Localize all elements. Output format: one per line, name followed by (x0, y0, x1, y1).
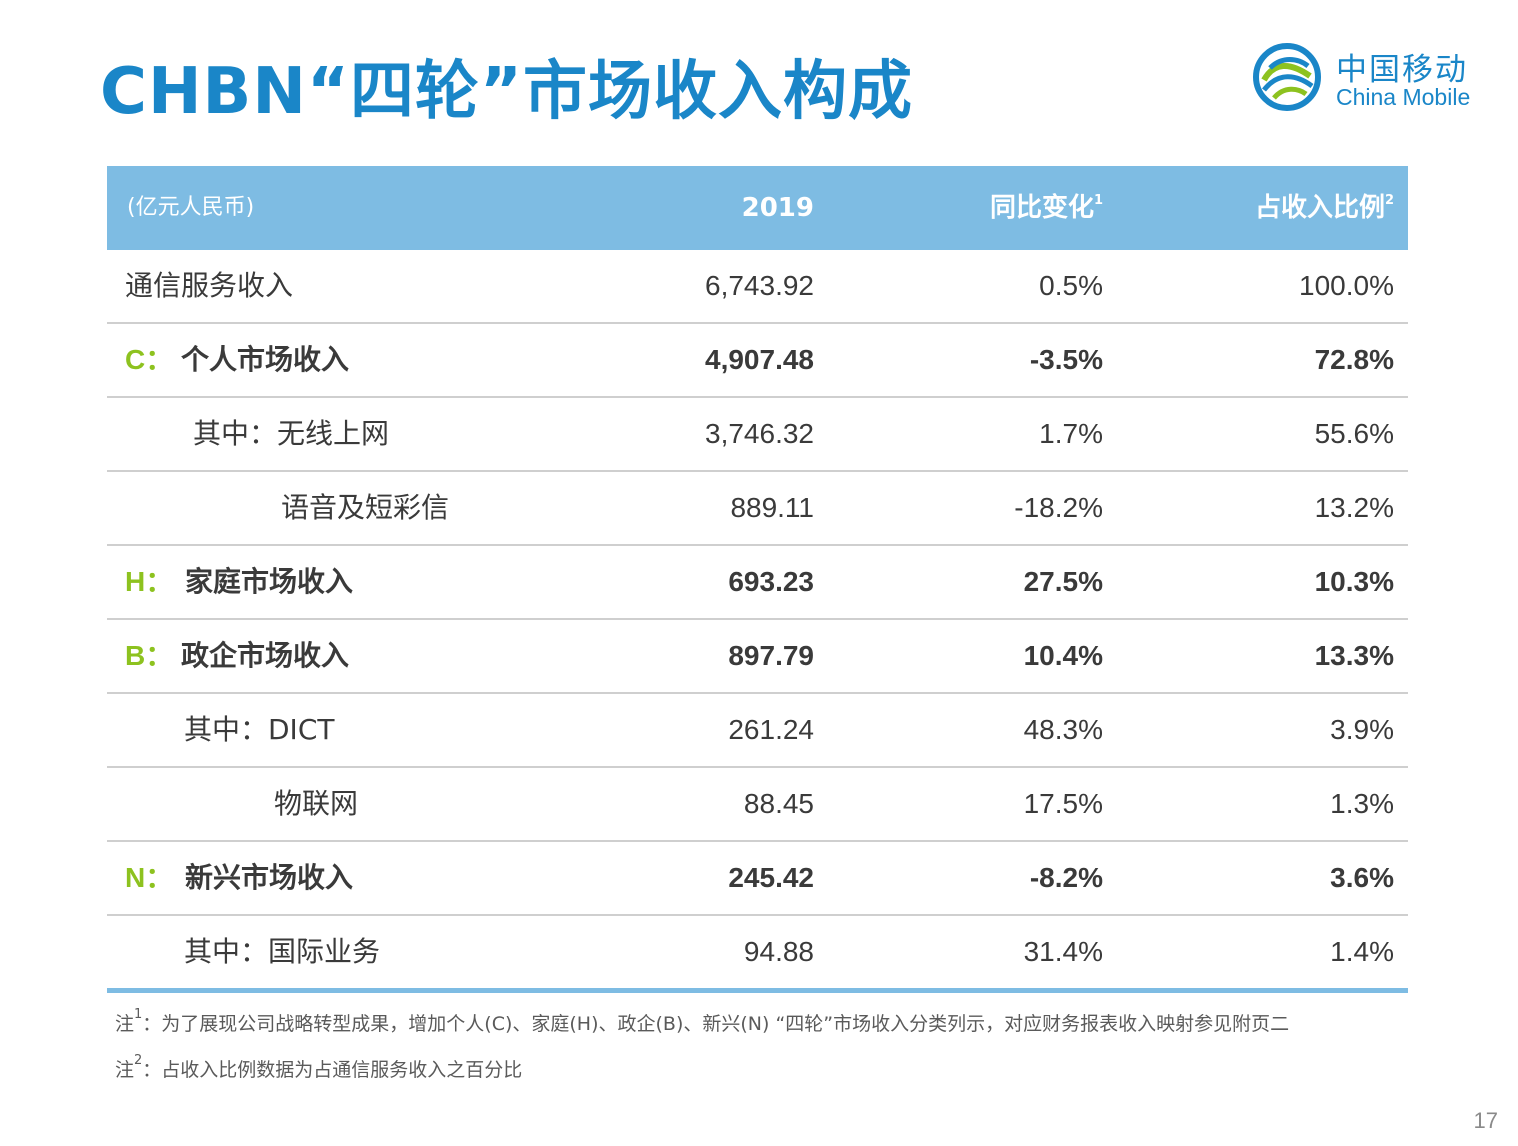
table-row: 其中：国际业务 94.88 31.4% 1.4% (107, 916, 1408, 993)
unit-label: (亿元人民币) (127, 195, 255, 220)
row-yoy: 10.4% (1023, 640, 1103, 671)
table-row: 其中：无线上网 3,746.32 1.7% 55.6% (107, 398, 1408, 472)
table-row: C： 个人市场收入 4,907.48 -3.5% 72.8% (107, 324, 1408, 398)
row-label: 语音及短彩信 (281, 491, 450, 524)
row-share: 72.8% (1314, 344, 1394, 375)
row-value: 6,743.92 (705, 270, 814, 301)
row-yoy: -8.2% (1029, 862, 1103, 893)
table-row: N： 新兴市场收入 245.42 -8.2% 3.6% (107, 842, 1408, 916)
footnote-1: 注1：为了展现公司战略转型成果，增加个人(C)、家庭(H)、政企(B)、新兴(N… (115, 1007, 1290, 1035)
row-label: 政企市场收入 (181, 639, 350, 672)
row-value: 88.45 (743, 788, 814, 819)
row-label: 其中：DICT (184, 713, 335, 746)
row-share: 55.6% (1314, 418, 1394, 449)
row-share: 3.9% (1330, 714, 1394, 745)
page-number: 17 (1473, 1108, 1498, 1133)
row-share: 13.3% (1314, 640, 1394, 671)
slide-title: CHBN“四轮”市场收入构成 (100, 55, 913, 129)
table-row: 其中：DICT 261.24 48.3% 3.9% (107, 694, 1408, 768)
row-value: 261.24 (728, 714, 814, 745)
row-yoy: 31.4% (1023, 936, 1103, 967)
row-yoy: 17.5% (1023, 788, 1103, 819)
footnote-2: 注2：占收入比例数据为占通信服务收入之百分比 (115, 1053, 523, 1081)
row-yoy: 0.5% (1039, 270, 1103, 301)
row-yoy: 48.3% (1023, 714, 1103, 745)
row-yoy: -18.2% (1014, 492, 1103, 523)
row-value: 94.88 (743, 936, 814, 967)
row-yoy: 1.7% (1039, 418, 1103, 449)
header-year: 2019 (741, 193, 814, 223)
footnote-ref-2: 2 (1384, 193, 1394, 208)
row-share: 10.3% (1314, 566, 1394, 597)
row-share: 1.3% (1330, 788, 1394, 819)
table-row: H： 家庭市场收入 693.23 27.5% 10.3% (107, 546, 1408, 620)
row-value: 889.11 (730, 492, 814, 523)
segment-letter: N： (125, 862, 174, 893)
row-label: 其中：无线上网 (193, 417, 390, 450)
row-label: 个人市场收入 (181, 343, 350, 376)
revenue-table: (亿元人民币) 2019 同比变化1 占收入比例2 通信服务收入 6,743.9… (107, 166, 1408, 993)
row-label: 新兴市场收入 (185, 861, 354, 894)
row-label: 物联网 (274, 787, 359, 820)
row-yoy: 27.5% (1023, 566, 1103, 597)
table-row: 物联网 88.45 17.5% 1.3% (107, 768, 1408, 842)
segment-letter: H： (125, 566, 174, 597)
header-yoy: 同比变化1 (989, 193, 1103, 223)
row-value: 3,746.32 (705, 418, 814, 449)
row-share: 13.2% (1314, 492, 1394, 523)
row-label: 家庭市场收入 (185, 565, 354, 598)
row-yoy: -3.5% (1029, 344, 1103, 375)
logo-english-name: China Mobile (1336, 84, 1471, 110)
footnotes: 注1：为了展现公司战略转型成果，增加个人(C)、家庭(H)、政企(B)、新兴(N… (115, 1007, 1290, 1102)
table-row: B： 政企市场收入 897.79 10.4% 13.3% (107, 620, 1408, 694)
row-value: 693.23 (728, 566, 814, 597)
row-value: 4,907.48 (705, 344, 814, 375)
footnote-ref-1: 1 (1093, 193, 1103, 208)
segment-letter: B： (125, 640, 174, 671)
row-label: 通信服务收入 (125, 269, 294, 302)
china-mobile-logo-icon (1253, 43, 1321, 111)
table-row: 通信服务收入 6,743.92 0.5% 100.0% (107, 250, 1408, 324)
row-share: 3.6% (1330, 862, 1394, 893)
header-share: 占收入比例2 (1254, 193, 1394, 223)
table-row: 语音及短彩信 889.11 -18.2% 13.2% (107, 472, 1408, 546)
table-header: (亿元人民币) 2019 同比变化1 占收入比例2 (107, 166, 1408, 250)
row-value: 897.79 (728, 640, 814, 671)
logo-chinese-name: 中国移动 (1336, 52, 1468, 88)
row-share: 1.4% (1330, 936, 1394, 967)
row-share: 100.0% (1299, 270, 1394, 301)
china-mobile-logo: 中国移动 China Mobile (1252, 42, 1482, 112)
segment-letter: C： (125, 344, 174, 375)
row-value: 245.42 (728, 862, 814, 893)
row-label: 其中：国际业务 (184, 935, 381, 968)
